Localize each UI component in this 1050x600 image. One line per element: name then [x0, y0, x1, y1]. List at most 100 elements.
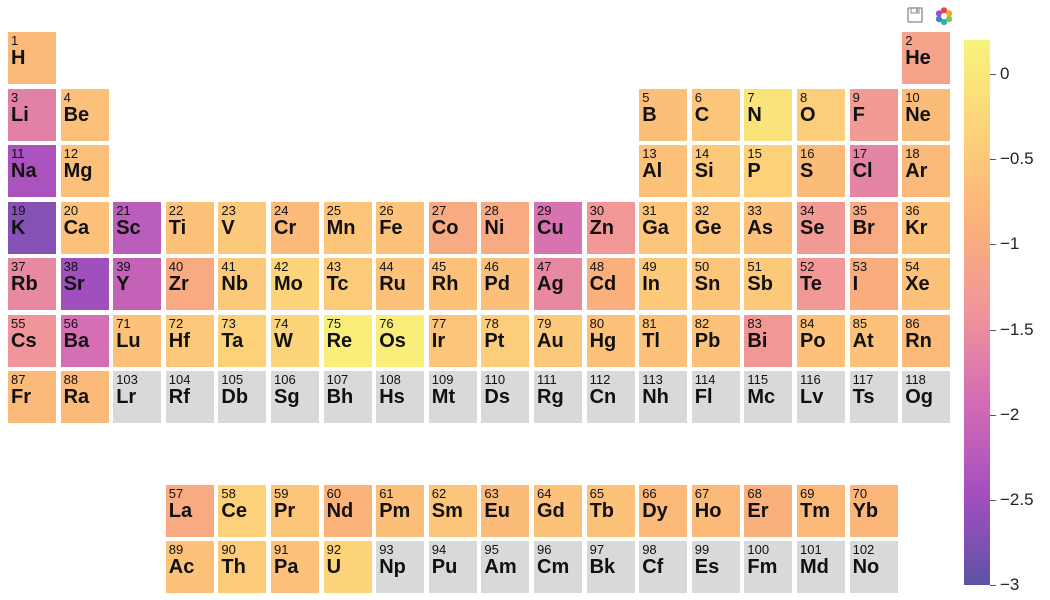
element-cell-pt[interactable]: 78 Pt — [481, 315, 530, 367]
element-cell-ni[interactable]: 28 Ni — [481, 202, 530, 254]
element-cell-mg[interactable]: 12 Mg — [60, 145, 109, 197]
element-cell-i[interactable]: 53 I — [849, 258, 898, 310]
element-cell-ir[interactable]: 77 Ir — [428, 315, 477, 367]
element-cell-hf[interactable]: 72 Hf — [165, 315, 214, 367]
element-cell-fe[interactable]: 26 Fe — [376, 202, 425, 254]
element-cell-y[interactable]: 39 Y — [113, 258, 162, 310]
element-cell-zr[interactable]: 40 Zr — [165, 258, 214, 310]
element-cell-ba[interactable]: 56 Ba — [60, 315, 109, 367]
element-cell-lv[interactable]: 116 Lv — [797, 371, 845, 423]
element-cell-ti[interactable]: 22 Ti — [165, 202, 214, 254]
element-cell-rn[interactable]: 86 Rn — [902, 315, 951, 367]
element-cell-mo[interactable]: 42 Mo — [271, 258, 319, 310]
element-cell-sn[interactable]: 50 Sn — [691, 258, 740, 310]
element-cell-ta[interactable]: 73 Ta — [218, 315, 267, 367]
element-cell-ne[interactable]: 10 Ne — [902, 89, 951, 141]
element-cell-sc[interactable]: 21 Sc — [113, 202, 162, 254]
element-cell-u[interactable]: 92 U — [323, 541, 372, 593]
element-cell-bi[interactable]: 83 Bi — [744, 315, 793, 367]
element-cell-os[interactable]: 76 Os — [376, 315, 425, 367]
element-cell-rg[interactable]: 111 Rg — [534, 371, 582, 423]
element-cell-ts[interactable]: 117 Ts — [849, 371, 898, 423]
element-cell-fl[interactable]: 114 Fl — [691, 371, 740, 423]
element-cell-at[interactable]: 85 At — [849, 315, 898, 367]
element-cell-si[interactable]: 14 Si — [691, 145, 740, 197]
element-cell-hg[interactable]: 80 Hg — [586, 315, 635, 367]
element-cell-re[interactable]: 75 Re — [323, 315, 372, 367]
element-cell-k[interactable]: 19 K — [8, 202, 56, 254]
element-cell-fm[interactable]: 100 Fm — [744, 541, 793, 593]
element-cell-be[interactable]: 4 Be — [60, 89, 109, 141]
element-cell-mc[interactable]: 115 Mc — [744, 371, 793, 423]
element-cell-se[interactable]: 34 Se — [797, 202, 845, 254]
element-cell-tb[interactable]: 65 Tb — [586, 485, 635, 537]
element-cell-tm[interactable]: 69 Tm — [797, 485, 845, 537]
element-cell-bh[interactable]: 107 Bh — [323, 371, 372, 423]
element-cell-sb[interactable]: 51 Sb — [744, 258, 793, 310]
element-cell-te[interactable]: 52 Te — [797, 258, 845, 310]
element-cell-sm[interactable]: 62 Sm — [428, 485, 477, 537]
element-cell-la[interactable]: 57 La — [165, 485, 214, 537]
element-cell-sg[interactable]: 106 Sg — [271, 371, 319, 423]
element-cell-li[interactable]: 3 Li — [8, 89, 56, 141]
element-cell-cs[interactable]: 55 Cs — [8, 315, 56, 367]
element-cell-nb[interactable]: 41 Nb — [218, 258, 267, 310]
element-cell-bk[interactable]: 97 Bk — [586, 541, 635, 593]
element-cell-rf[interactable]: 104 Rf — [165, 371, 214, 423]
element-cell-pu[interactable]: 94 Pu — [428, 541, 477, 593]
element-cell-no[interactable]: 102 No — [849, 541, 898, 593]
element-cell-ac[interactable]: 89 Ac — [165, 541, 214, 593]
element-cell-ho[interactable]: 67 Ho — [691, 485, 740, 537]
element-cell-nd[interactable]: 60 Nd — [323, 485, 372, 537]
bokeh-logo-icon[interactable] — [934, 6, 953, 26]
element-cell-au[interactable]: 79 Au — [534, 315, 582, 367]
element-cell-ra[interactable]: 88 Ra — [60, 371, 109, 423]
element-cell-cu[interactable]: 29 Cu — [534, 202, 582, 254]
element-cell-yb[interactable]: 70 Yb — [849, 485, 898, 537]
element-cell-fr[interactable]: 87 Fr — [8, 371, 56, 423]
element-cell-gd[interactable]: 64 Gd — [534, 485, 582, 537]
element-cell-xe[interactable]: 54 Xe — [902, 258, 951, 310]
element-cell-er[interactable]: 68 Er — [744, 485, 793, 537]
element-cell-cn[interactable]: 112 Cn — [586, 371, 635, 423]
element-cell-cm[interactable]: 96 Cm — [534, 541, 582, 593]
element-cell-ag[interactable]: 47 Ag — [534, 258, 582, 310]
element-cell-pr[interactable]: 59 Pr — [271, 485, 319, 537]
element-cell-cf[interactable]: 98 Cf — [639, 541, 688, 593]
element-cell-nh[interactable]: 113 Nh — [639, 371, 688, 423]
element-cell-ds[interactable]: 110 Ds — [481, 371, 530, 423]
element-cell-ar[interactable]: 18 Ar — [902, 145, 951, 197]
element-cell-cl[interactable]: 17 Cl — [849, 145, 898, 197]
element-cell-th[interactable]: 90 Th — [218, 541, 267, 593]
element-cell-ce[interactable]: 58 Ce — [218, 485, 267, 537]
element-cell-sr[interactable]: 38 Sr — [60, 258, 109, 310]
element-cell-ge[interactable]: 32 Ge — [691, 202, 740, 254]
element-cell-ga[interactable]: 31 Ga — [639, 202, 688, 254]
element-cell-tl[interactable]: 81 Tl — [639, 315, 688, 367]
element-cell-md[interactable]: 101 Md — [797, 541, 845, 593]
element-cell-as[interactable]: 33 As — [744, 202, 793, 254]
element-cell-tc[interactable]: 43 Tc — [323, 258, 372, 310]
element-cell-dy[interactable]: 66 Dy — [639, 485, 688, 537]
element-cell-pa[interactable]: 91 Pa — [271, 541, 319, 593]
element-cell-br[interactable]: 35 Br — [849, 202, 898, 254]
element-cell-al[interactable]: 13 Al — [639, 145, 688, 197]
element-cell-mt[interactable]: 109 Mt — [428, 371, 477, 423]
element-cell-ru[interactable]: 44 Ru — [376, 258, 425, 310]
save-icon[interactable] — [906, 6, 924, 24]
element-cell-og[interactable]: 118 Og — [902, 371, 951, 423]
element-cell-co[interactable]: 27 Co — [428, 202, 477, 254]
element-cell-db[interactable]: 105 Db — [218, 371, 267, 423]
element-cell-np[interactable]: 93 Np — [376, 541, 425, 593]
element-cell-lu[interactable]: 71 Lu — [113, 315, 162, 367]
element-cell-es[interactable]: 99 Es — [691, 541, 740, 593]
element-cell-ca[interactable]: 20 Ca — [60, 202, 109, 254]
element-cell-rb[interactable]: 37 Rb — [8, 258, 56, 310]
element-cell-cr[interactable]: 24 Cr — [271, 202, 319, 254]
